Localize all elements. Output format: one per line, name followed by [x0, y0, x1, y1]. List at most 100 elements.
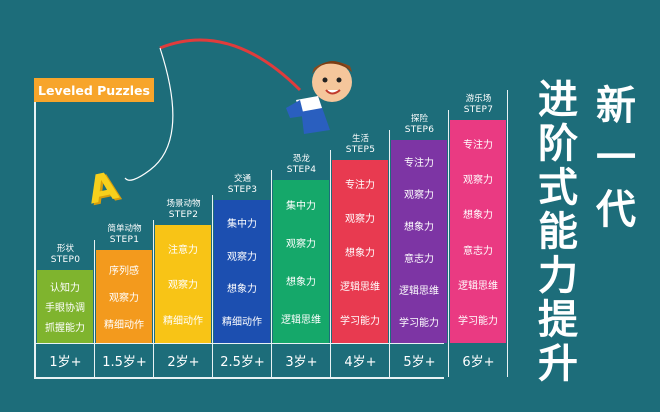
skill-label: 逻辑思维	[458, 280, 498, 292]
step-block-4: 集中力观察力想象力逻辑思维	[273, 180, 329, 343]
step-number: STEP2	[168, 210, 199, 220]
skill-label: 观察力	[345, 213, 375, 225]
title-char: 升	[538, 341, 578, 387]
skill-label: 注意力	[168, 245, 198, 257]
step-label-6: 探险 STEP6	[390, 114, 449, 136]
step-number: STEP5	[345, 145, 376, 155]
step-name: 生活	[351, 134, 369, 144]
skill-label: 集中力	[227, 218, 257, 230]
step-name: 简单动物	[107, 224, 142, 234]
skill-label: 专注力	[345, 179, 375, 191]
step-label-0: 形状 STEP0	[36, 244, 95, 266]
skill-label: 手眼协调	[45, 302, 85, 314]
skill-label: 精细动作	[163, 315, 203, 327]
frame-age-line	[34, 343, 444, 344]
skill-label: 观察力	[286, 239, 316, 251]
column-separator	[507, 90, 508, 377]
skill-label: 想象力	[463, 210, 493, 222]
skill-label: 专注力	[463, 140, 493, 152]
step-block-0: 认知力手眼协调抓握能力	[37, 270, 93, 343]
step-block-6: 专注力观察力想象力意志力逻辑思维学习能力	[391, 140, 447, 343]
step-name: 场景动物	[166, 199, 201, 209]
column-separator	[448, 110, 449, 377]
skill-label: 精细动作	[104, 320, 144, 331]
skill-label: 想象力	[286, 276, 316, 288]
letter-a-decoration: A	[83, 163, 122, 213]
title-line-1: 新一代	[590, 80, 642, 236]
column-separator	[271, 170, 272, 377]
title-char: 提	[538, 297, 578, 343]
step-number: STEP0	[50, 255, 81, 265]
step-label-1: 简单动物 STEP1	[95, 224, 154, 246]
step-block-1: 序列感观察力精细动作	[96, 250, 152, 343]
column-separator	[153, 220, 154, 377]
skill-label: 学习能力	[340, 316, 380, 328]
title-char: 新	[596, 83, 636, 129]
age-label-2: 2岁+	[167, 354, 200, 370]
frame-baseline	[34, 377, 444, 379]
step-label-3: 交通 STEP3	[213, 174, 272, 196]
step-label-7: 游乐场 STEP7	[449, 94, 508, 116]
age-label-7: 6岁+	[462, 354, 495, 370]
age-label-4: 3岁+	[285, 354, 318, 370]
step-block-2: 注意力观察力精细动作	[155, 225, 211, 343]
skill-label: 集中力	[286, 201, 316, 213]
skill-label: 想象力	[345, 247, 375, 259]
step-block-7: 专注力 观察力 想象力 意志力 逻辑思维 学习能力	[450, 120, 506, 343]
skill-label: 逻辑思维	[281, 314, 321, 326]
age-label-5: 4岁+	[344, 354, 377, 370]
column-separator	[389, 130, 390, 377]
column-separator	[94, 240, 95, 377]
skill-label: 观察力	[109, 293, 139, 304]
title-char: 式	[538, 165, 578, 211]
step-name: 探险	[410, 114, 428, 124]
title-char: 一	[596, 135, 636, 181]
skill-label: 逻辑思维	[399, 285, 439, 297]
step-number: STEP7	[463, 105, 494, 115]
step-label-2: 场景动物 STEP2	[154, 199, 213, 221]
step-name: 形状	[56, 244, 74, 254]
step-number: STEP3	[227, 185, 258, 195]
title-char: 阶	[538, 121, 578, 167]
step-number: STEP6	[404, 125, 435, 135]
title-char: 代	[596, 187, 636, 233]
skill-label: 认知力	[50, 282, 80, 294]
step-name: 交通	[233, 174, 251, 184]
skill-label: 观察力	[227, 251, 257, 263]
step-name: 恐龙	[292, 154, 310, 164]
leveled-puzzles-tag: Leveled Puzzles	[34, 78, 154, 102]
step-label-5: 生活 STEP5	[331, 134, 390, 156]
skill-label: 学习能力	[458, 315, 498, 327]
step-name: 游乐场	[465, 94, 492, 104]
skill-label: 逻辑思维	[340, 282, 380, 294]
skill-label: 意志力	[463, 245, 493, 257]
title-char: 进	[538, 77, 578, 123]
frame-line	[34, 102, 36, 377]
column-separator	[330, 150, 331, 377]
skill-label: 观察力	[168, 280, 198, 292]
step-block-5: 专注力观察力想象力逻辑思维学习能力	[332, 160, 388, 343]
skill-label: 想象力	[404, 222, 434, 234]
skill-label: 专注力	[404, 158, 434, 170]
skill-label: 序列感	[109, 266, 139, 277]
age-label-0: 1岁+	[49, 354, 82, 370]
title-char: 力	[538, 253, 578, 299]
skill-label: 意志力	[404, 253, 434, 265]
title-char: 能	[538, 209, 578, 255]
skill-label: 观察力	[404, 190, 434, 202]
step-block-3: 集中力观察力想象力精细动作	[214, 200, 270, 343]
kid-face-icon	[312, 62, 352, 102]
age-label-1: 1.5岁+	[102, 354, 147, 370]
title-line-2: 进阶式能力提升	[532, 78, 584, 386]
step-label-4: 恐龙 STEP4	[272, 154, 331, 176]
age-label-6: 5岁+	[403, 354, 436, 370]
step-number: STEP4	[286, 165, 317, 175]
column-separator	[212, 195, 213, 377]
step-number: STEP1	[109, 235, 140, 245]
skill-label: 精细动作	[222, 317, 262, 329]
skill-label: 想象力	[227, 284, 257, 296]
skill-label: 抓握能力	[45, 323, 85, 335]
age-label-3: 2.5岁+	[220, 354, 265, 370]
skill-label: 学习能力	[399, 317, 439, 329]
